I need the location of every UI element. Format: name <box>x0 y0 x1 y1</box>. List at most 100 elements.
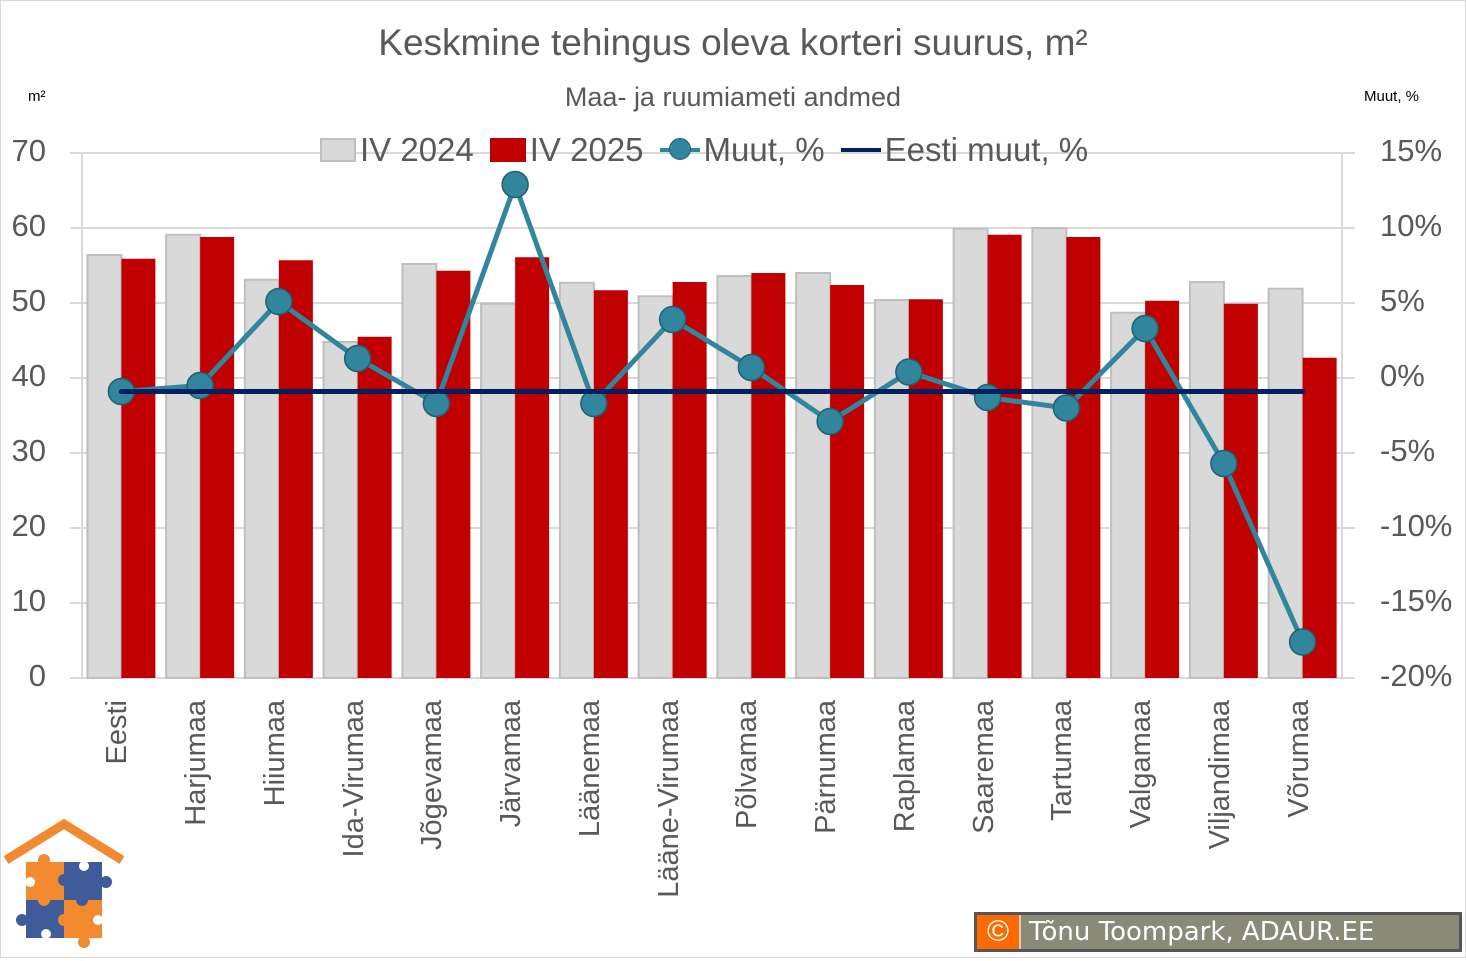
bar-iv2025 <box>278 260 313 678</box>
muut-marker <box>186 371 214 400</box>
category-label: Läänemaa <box>573 700 606 838</box>
legend-swatch-muut <box>659 138 700 160</box>
bar-iv2025 <box>672 282 707 678</box>
bar-iv2025 <box>830 285 865 678</box>
legend-swatch-iv2025 <box>489 138 526 162</box>
right-tick-label: -10% <box>1380 508 1453 543</box>
muut-marker <box>422 389 451 418</box>
left-tick-label: 20 <box>11 508 46 543</box>
left-tick-label: 50 <box>11 283 46 318</box>
bar-iv2024 <box>558 281 595 679</box>
left-tick-label: 40 <box>11 358 46 393</box>
copyright-text: Tõnu Toompark, ADAUR.EE <box>1029 917 1375 947</box>
bar-iv2024 <box>873 299 910 679</box>
bar-iv2024 <box>795 272 832 679</box>
muut-marker <box>658 305 687 334</box>
right-tick-label: -15% <box>1380 583 1453 618</box>
category-label: Raplamaa <box>888 700 921 833</box>
left-tick-label: 10 <box>11 583 46 618</box>
muut-marker <box>1210 449 1238 478</box>
legend-swatch-iv2024 <box>320 138 356 162</box>
right-tick-label: 5% <box>1380 283 1425 318</box>
legend: IV 2024 IV 2025 Muut, % Eesti muut, % <box>320 130 1104 170</box>
muut-marker <box>501 170 529 199</box>
bar-iv2025 <box>200 237 235 678</box>
muut-marker <box>973 383 1002 412</box>
right-tick-label: 10% <box>1380 208 1443 243</box>
muut-line <box>121 182 1305 644</box>
bar-iv2025 <box>751 273 786 678</box>
bar-iv2025 <box>357 336 392 678</box>
right-axis-unit: Muut, % <box>1364 88 1420 105</box>
bar-iv2024 <box>1188 281 1225 679</box>
bar-iv2025 <box>593 290 628 678</box>
left-tick-label: 70 <box>11 133 46 168</box>
bar-iv2025 <box>1302 357 1337 678</box>
bar-iv2024 <box>401 263 438 679</box>
left-axis-unit: m² <box>28 88 46 105</box>
category-label: Võrumaa <box>1282 700 1315 818</box>
muut-marker <box>816 407 844 436</box>
left-tick-label: 60 <box>11 208 46 243</box>
muut-marker <box>1288 628 1317 656</box>
legend-label: IV 2025 <box>529 131 644 168</box>
bar-iv2024 <box>480 302 517 679</box>
legend-label: Eesti muut, % <box>884 131 1089 168</box>
left-tick-label: 0 <box>28 658 46 693</box>
category-label: Põlvamaa <box>731 700 764 829</box>
bar-iv2025 <box>1223 303 1258 678</box>
category-label: Viljandimaa <box>1203 700 1236 850</box>
right-tick-label: 15% <box>1380 133 1443 168</box>
category-label: Hiiumaa <box>258 700 291 807</box>
category-label: Eesti <box>101 700 134 765</box>
legend-item-eesti-muut: Eesti muut, % <box>840 131 1089 169</box>
legend-item-iv2024: IV 2024 <box>320 131 474 169</box>
bar-iv2025 <box>436 270 471 678</box>
bar-iv2025 <box>121 258 156 678</box>
bar-iv2024 <box>1110 311 1147 679</box>
muut-marker <box>895 358 923 386</box>
bar-iv2024 <box>716 275 753 679</box>
bar-iv2025 <box>1145 300 1180 678</box>
bar-iv2024 <box>1031 227 1068 679</box>
legend-item-muut: Muut, % <box>659 131 825 169</box>
legend-label: IV 2024 <box>360 131 474 168</box>
right-tick-label: -5% <box>1380 433 1436 468</box>
category-label: Pärnumaa <box>810 700 843 834</box>
legend-label: Muut, % <box>703 131 825 168</box>
category-label: Lääne-Virumaa <box>652 700 685 898</box>
category-label: Tartumaa <box>1046 700 1079 821</box>
category-label: Saaremaa <box>967 700 1000 834</box>
muut-marker <box>343 344 372 373</box>
bar-iv2024 <box>165 233 202 679</box>
muut-marker <box>737 353 766 382</box>
bar-iv2024 <box>952 227 989 679</box>
bar-iv2025 <box>908 299 943 678</box>
muut-marker <box>580 389 608 418</box>
bar-iv2024 <box>243 278 280 679</box>
bar-iv2024 <box>637 295 674 679</box>
category-label: Valgamaa <box>1125 700 1158 829</box>
bar-iv2024 <box>86 254 123 679</box>
legend-swatch-eesti-muut <box>840 148 881 152</box>
chart-title: Keskmine tehingus oleva korteri suurus, … <box>378 22 1088 63</box>
chart-subtitle: Maa- ja ruumiameti andmed <box>564 82 902 112</box>
left-tick-label: 30 <box>11 433 46 468</box>
category-label: Järvamaa <box>495 700 528 828</box>
muut-marker <box>265 287 293 316</box>
bar-iv2025 <box>987 234 1022 678</box>
house-puzzle-logo-icon <box>2 816 128 956</box>
bar-iv2025 <box>515 257 550 678</box>
category-label: Ida-Virumaa <box>337 700 370 858</box>
bar-iv2025 <box>1066 237 1101 678</box>
bar-iv2024 <box>322 341 359 679</box>
category-label: Jõgevamaa <box>416 700 449 850</box>
category-label: Harjumaa <box>180 700 213 826</box>
legend-item-iv2025: IV 2025 <box>489 131 644 169</box>
right-tick-label: -20% <box>1380 658 1453 693</box>
copyright-icon: © <box>977 915 1021 949</box>
muut-marker <box>1131 314 1159 343</box>
bar-iv2024 <box>1267 287 1304 679</box>
copyright-badge: © Tõnu Toompark, ADAUR.EE <box>974 912 1462 952</box>
